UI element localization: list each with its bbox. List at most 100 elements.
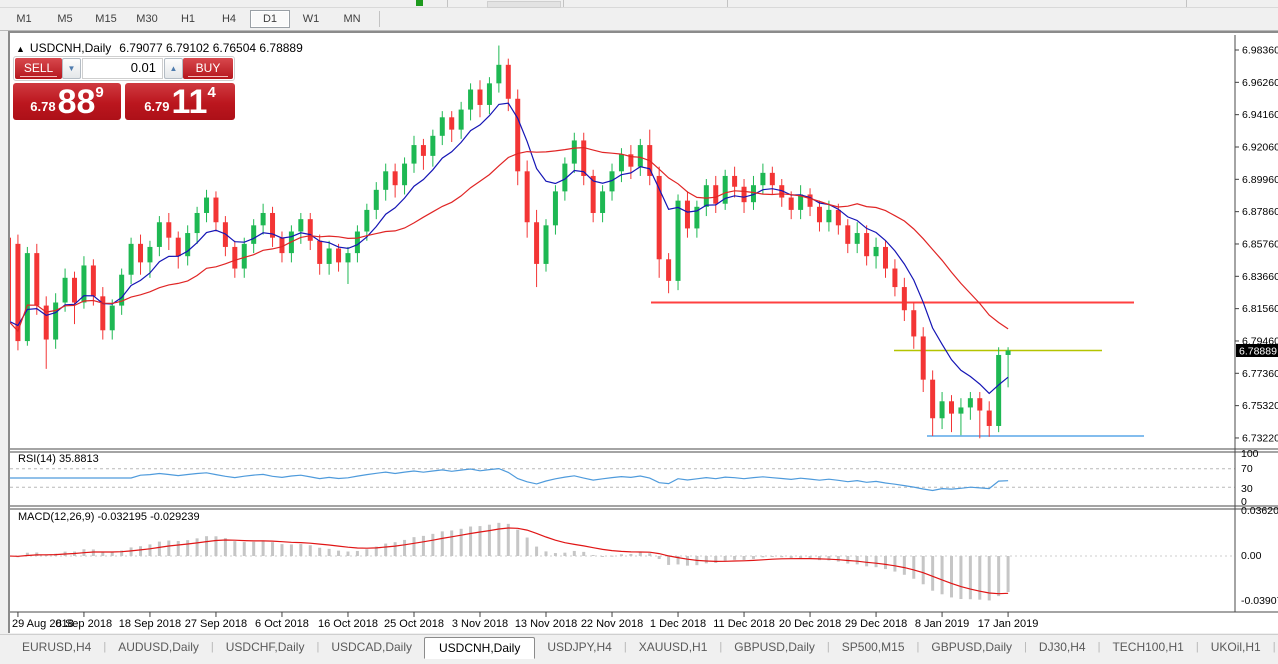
price-axis-label: 6.92060 [1242, 141, 1278, 153]
rsi-scale-label: 70 [1241, 463, 1253, 475]
macd-histogram-bar [346, 551, 350, 556]
candle-body [468, 89, 474, 110]
date-axis-label: 27 Sep 2018 [185, 618, 247, 630]
candle-body [345, 253, 351, 263]
candle-body [449, 117, 455, 130]
macd-histogram-bar [271, 542, 275, 556]
chart-tab-usdjpy-h4[interactable]: USDJPY,H4 [547, 640, 612, 654]
candle-body [90, 265, 96, 297]
macd-histogram-bar [308, 545, 312, 556]
candle-body [675, 200, 681, 281]
timeframe-button-w1[interactable]: W1 [302, 13, 320, 25]
timeframe-button-m1[interactable]: M1 [16, 13, 32, 25]
current-price-label: 6.78889 [1239, 346, 1277, 358]
chart-tab-gbpusd-daily[interactable]: GBPUSD,Daily [734, 640, 815, 654]
chart-tab-gbpusd-daily[interactable]: GBPUSD,Daily [931, 640, 1013, 654]
date-axis-label: 20 Dec 2018 [779, 618, 841, 630]
macd-histogram-bar [431, 533, 435, 556]
sell-price-big-digits: 88 [57, 83, 96, 121]
sell-button[interactable]: SELL [15, 58, 62, 79]
candle-body [279, 237, 285, 254]
macd-pane [10, 522, 1235, 601]
sell-quote-button[interactable]: 6.78 88 9 [13, 83, 122, 121]
candle-body [336, 248, 342, 263]
volume-input[interactable]: 0.01 [82, 58, 163, 79]
macd-histogram-bar [1006, 556, 1010, 593]
candle-body [458, 109, 464, 130]
tab-separator: | [1024, 641, 1027, 653]
volume-decrease-button[interactable]: ▼ [62, 58, 81, 79]
macd-histogram-bar [912, 556, 916, 579]
timeframe-button-h4[interactable]: H4 [221, 13, 237, 25]
candle-body [166, 222, 172, 238]
candle-body [204, 197, 210, 213]
buy-button[interactable]: BUY [183, 58, 233, 79]
macd-histogram-bar [968, 556, 972, 600]
volume-increase-button[interactable]: ▲ [164, 58, 183, 79]
candle-body [260, 212, 266, 226]
chart-tab-eurusd-h4[interactable]: EURUSD,H4 [22, 640, 92, 654]
candle-body [147, 246, 153, 263]
chart-tab-sp500-m15[interactable]: SP500,M15 [841, 640, 905, 654]
macd-histogram-bar [223, 538, 227, 556]
macd-histogram-bar [120, 550, 124, 556]
macd-histogram-bar [299, 544, 303, 556]
chart-tab-audusd-daily[interactable]: AUDUSD,Daily [118, 640, 199, 654]
chart-tab-dj30-h4[interactable]: DJ30,H4 [1038, 640, 1086, 654]
macd-histogram-bar [129, 547, 133, 556]
timeframe-toolbar: M1 M5 M15 M30 H1 H4 D1 W1 MN [0, 8, 1278, 31]
one-click-trading-panel: SELL ▼ 0.01 ▲ BUY 6.78 88 9 6.79 11 4 [13, 56, 235, 120]
candle-body [24, 253, 30, 342]
macd-histogram-bar [619, 554, 623, 556]
collapse-triangle-icon[interactable]: ▲ [16, 44, 25, 54]
chart-tab-usdcad-daily[interactable]: USDCAD,Daily [331, 640, 412, 654]
macd-histogram-bar [233, 541, 237, 556]
tab-separator: | [316, 641, 320, 653]
macd-histogram-bar [403, 539, 407, 556]
chevron-up-icon: ▲ [169, 64, 178, 73]
timeframe-button-d1[interactable]: D1 [250, 10, 290, 28]
date-axis-label: 16 Oct 2018 [318, 618, 378, 630]
toolbar-separator [447, 0, 448, 7]
chart-tab-xauusd-h1[interactable]: XAUUSD,H1 [638, 640, 708, 654]
macd-histogram-bar [25, 552, 29, 556]
candle-body [741, 186, 747, 203]
macd-histogram-bar [365, 549, 369, 556]
chart-tab-usdchf-daily[interactable]: USDCHF,Daily [225, 640, 305, 654]
timeframe-button-m15[interactable]: M15 [95, 13, 117, 25]
buy-quote-button[interactable]: 6.79 11 4 [125, 83, 235, 120]
buy-button-label: BUY [195, 60, 221, 75]
macd-signal-line [10, 527, 1009, 595]
candle-body [609, 171, 615, 192]
candle-body [10, 237, 11, 322]
tab-separator: | [916, 641, 920, 653]
candle-body [317, 240, 323, 264]
macd-histogram-bar [355, 550, 359, 556]
timeframe-button-m30[interactable]: M30 [136, 13, 158, 25]
date-axis-label: 29 Dec 2018 [845, 618, 907, 630]
timeframe-button-mn[interactable]: MN [343, 13, 361, 25]
macd-histogram-bar [761, 556, 765, 558]
price-axis-label: 6.94160 [1242, 109, 1278, 121]
candle-body [722, 175, 728, 204]
toolbar-separator [727, 0, 728, 7]
macd-histogram-bar [855, 556, 859, 565]
candle-body [901, 287, 907, 311]
macd-histogram-bar [506, 523, 510, 556]
macd-histogram-bar [657, 556, 661, 560]
macd-histogram-bar [252, 541, 256, 556]
chart-canvas[interactable]: 6.98360 6.96260 6.94160 6.92060 6.89960 6.878… [10, 33, 1278, 633]
candle-body [892, 268, 898, 288]
candle-body [298, 219, 304, 232]
candle-body [43, 305, 49, 340]
macd-histogram-bar [827, 556, 831, 561]
candle-body [864, 233, 870, 257]
timeframe-button-m5[interactable]: M5 [57, 13, 73, 25]
candle-body [920, 336, 926, 380]
chart-tab-usdcnh-daily[interactable]: USDCNH,Daily [424, 637, 536, 659]
chart-tab-ukoil-h1[interactable]: UKOil,H1 [1210, 640, 1261, 654]
chart-tab-tech100-h1[interactable]: TECH100,H1 [1112, 640, 1184, 654]
timeframe-button-h1[interactable]: H1 [180, 13, 196, 25]
macd-histogram-bar [110, 552, 114, 556]
macd-histogram-bar [978, 556, 982, 600]
